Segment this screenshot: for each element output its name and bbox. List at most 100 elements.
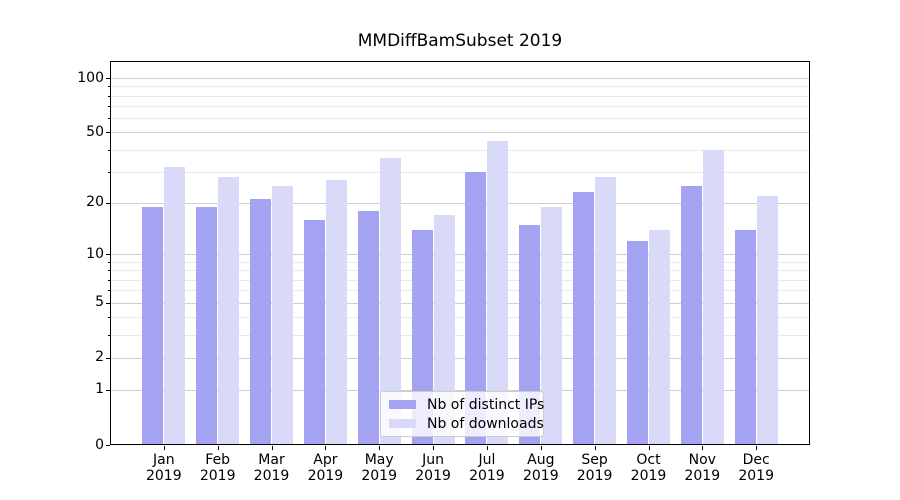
y-tick-1 xyxy=(106,389,110,391)
bar-distinct-ips-nov-2019 xyxy=(680,185,702,445)
x-tick-year: 2019 xyxy=(145,468,182,484)
x-tick-label-feb-2019: Feb 2019 xyxy=(190,452,246,484)
bar-downloads-jan-2019 xyxy=(164,166,186,445)
x-tick-year: 2019 xyxy=(199,468,236,484)
x-tick-year: 2019 xyxy=(253,468,290,484)
x-tick-jun-2019 xyxy=(433,446,435,450)
gridline-major-10 xyxy=(110,254,810,256)
y-minortick-8 xyxy=(108,270,110,272)
chart-title: MMDiffBamSubset 2019 xyxy=(357,31,563,51)
y-minortick-90 xyxy=(108,86,110,88)
bar-downloads-oct-2019 xyxy=(649,229,670,445)
y-tick-label-5: 5 xyxy=(95,294,104,310)
x-tick-year: 2019 xyxy=(415,468,451,484)
x-tick-sep-2019 xyxy=(594,446,596,450)
x-tick-aug-2019 xyxy=(540,446,542,450)
gridline-minor-9 xyxy=(110,261,810,263)
gridline-minor-30 xyxy=(110,171,810,173)
x-tick-year: 2019 xyxy=(630,468,667,484)
x-tick-dec-2019 xyxy=(756,446,758,450)
y-tick-2 xyxy=(106,357,110,359)
y-tick-label-1: 1 xyxy=(95,381,104,398)
x-tick-year: 2019 xyxy=(576,468,613,484)
legend-label-distinct-ips: Nb of distinct IPs xyxy=(427,396,545,413)
y-minortick-6 xyxy=(108,290,110,292)
y-tick-100 xyxy=(106,78,110,79)
x-tick-label-oct-2019: Oct 2019 xyxy=(621,452,677,484)
x-tick-label-jan-2019: Jan 2019 xyxy=(136,452,192,484)
x-tick-label-sep-2019: Sep 2019 xyxy=(567,452,623,484)
x-tick-year: 2019 xyxy=(522,468,559,484)
gridline-minor-4 xyxy=(110,317,810,318)
x-tick-mar-2019 xyxy=(271,446,273,450)
x-tick-label-nov-2019: Nov 2019 xyxy=(674,452,730,484)
y-minortick-80 xyxy=(108,95,110,97)
bar-downloads-nov-2019 xyxy=(702,149,724,445)
x-tick-label-mar-2019: Mar 2019 xyxy=(244,452,300,484)
legend-swatch-distinct-ips xyxy=(389,400,416,409)
x-tick-month: Jun xyxy=(422,452,445,468)
gridline-minor-7 xyxy=(110,279,810,281)
bar-distinct-ips-mar-2019 xyxy=(250,199,271,445)
bar-downloads-apr-2019 xyxy=(325,180,347,445)
y-tick-10 xyxy=(106,254,110,256)
legend-swatch-downloads xyxy=(389,419,416,428)
legend-label-downloads: Nb of downloads xyxy=(427,415,544,432)
x-tick-month: Apr xyxy=(313,452,338,468)
legend: Nb of distinct IPs Nb of downloads xyxy=(380,391,544,437)
bar-downloads-jun-2019 xyxy=(433,215,455,445)
gridline-minor-8 xyxy=(110,270,810,272)
y-tick-label-2: 2 xyxy=(95,349,104,366)
y-minortick-70 xyxy=(108,106,110,107)
bar-distinct-ips-apr-2019 xyxy=(303,219,325,445)
x-tick-month: Feb xyxy=(205,452,231,468)
bar-downloads-may-2019 xyxy=(379,157,401,445)
x-tick-month: Jul xyxy=(478,452,496,468)
gridline-minor-6 xyxy=(110,290,810,292)
x-tick-month: Oct xyxy=(636,452,661,468)
x-tick-jul-2019 xyxy=(486,446,488,450)
bar-downloads-mar-2019 xyxy=(272,185,293,445)
x-tick-month: Mar xyxy=(258,452,285,468)
x-tick-month: Aug xyxy=(527,452,555,468)
y-tick-label-10: 10 xyxy=(86,245,104,262)
x-tick-may-2019 xyxy=(379,446,381,450)
x-tick-month: Dec xyxy=(742,452,770,468)
legend-row-downloads: Nb of downloads xyxy=(389,416,544,432)
y-tick-label-20: 20 xyxy=(86,194,104,211)
y-tick-0 xyxy=(106,445,110,446)
x-tick-month: May xyxy=(364,452,394,468)
x-tick-month: Sep xyxy=(581,452,608,468)
gridline-minor-70 xyxy=(110,106,810,107)
x-tick-year: 2019 xyxy=(738,468,774,484)
y-minortick-30 xyxy=(108,171,110,173)
bar-downloads-feb-2019 xyxy=(218,177,240,445)
gridline-minor-80 xyxy=(110,95,810,97)
y-tick-label-50: 50 xyxy=(86,123,104,140)
y-minortick-7 xyxy=(108,279,110,281)
gridline-major-2 xyxy=(110,357,810,359)
bar-downloads-aug-2019 xyxy=(541,206,563,445)
x-tick-month: Jan xyxy=(153,452,175,468)
gridline-minor-40 xyxy=(110,149,810,151)
gridline-minor-60 xyxy=(110,118,810,120)
gridline-major-5 xyxy=(110,302,810,304)
bar-distinct-ips-oct-2019 xyxy=(627,241,648,445)
bar-distinct-ips-dec-2019 xyxy=(734,229,756,445)
legend-row-distinct-ips: Nb of distinct IPs xyxy=(389,397,544,413)
y-tick-label-0: 0 xyxy=(95,436,104,453)
y-minortick-9 xyxy=(108,261,110,263)
bar-downloads-sep-2019 xyxy=(595,177,617,445)
bar-distinct-ips-may-2019 xyxy=(357,210,379,445)
gridline-major-1 xyxy=(110,389,810,391)
x-tick-year: 2019 xyxy=(361,468,397,484)
x-tick-label-jun-2019: Jun 2019 xyxy=(405,452,461,484)
x-tick-feb-2019 xyxy=(217,446,219,450)
bar-distinct-ips-aug-2019 xyxy=(519,224,541,445)
gridline-minor-90 xyxy=(110,86,810,88)
x-tick-year: 2019 xyxy=(307,468,344,484)
